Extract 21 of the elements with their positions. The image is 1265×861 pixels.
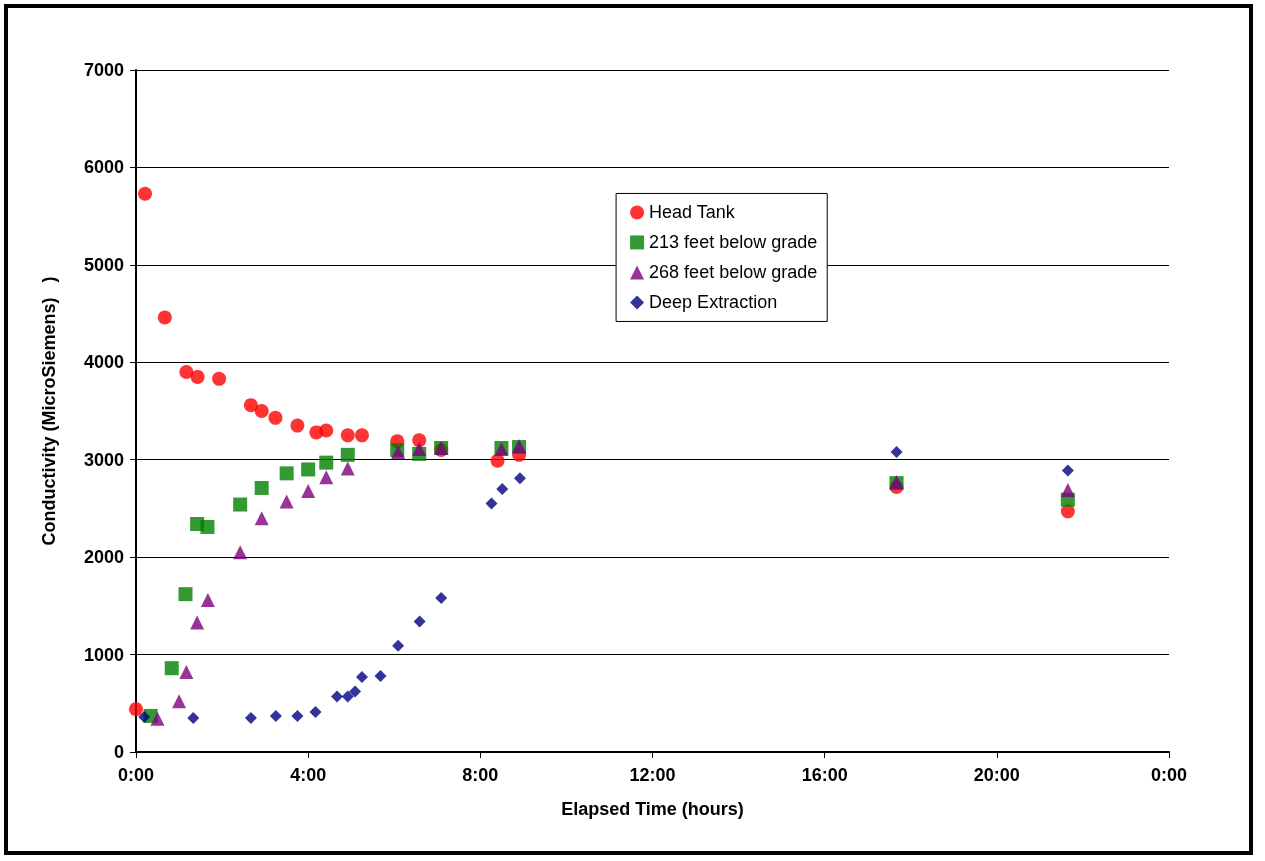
y-tick-label: 1000 xyxy=(83,644,124,665)
x-tick-label: 0:00 xyxy=(1150,765,1188,785)
x-tick-label: 20:00 xyxy=(973,765,1020,785)
y-tick-label: 0 xyxy=(113,742,124,762)
x-tick-label: 4:00 xyxy=(290,765,327,785)
x-tick-label: 0:00 xyxy=(117,765,155,785)
legend-label: 213 feet below grade xyxy=(649,232,818,253)
y-tick-label: 5000 xyxy=(83,254,124,275)
x-tick-label: 12:00 xyxy=(629,765,676,785)
y-tick-label: 4000 xyxy=(83,352,124,373)
legend-label: Deep Extraction xyxy=(649,292,778,313)
y-axis-title: Conductivity (MicroSiemens) ) xyxy=(39,276,59,546)
x-axis-title: Elapsed Time (hours) xyxy=(561,799,744,819)
x-tick-label: 8:00 xyxy=(462,765,499,785)
y-tick-label: 2000 xyxy=(83,547,124,568)
legend-label: 268 feet below grade xyxy=(649,262,818,283)
y-tick-label: 3000 xyxy=(83,449,124,470)
y-tick-label: 6000 xyxy=(83,157,124,178)
x-tick-label: 16:00 xyxy=(801,765,848,785)
y-tick-label: 7000 xyxy=(83,60,124,80)
legend-label: Head Tank xyxy=(649,202,736,223)
